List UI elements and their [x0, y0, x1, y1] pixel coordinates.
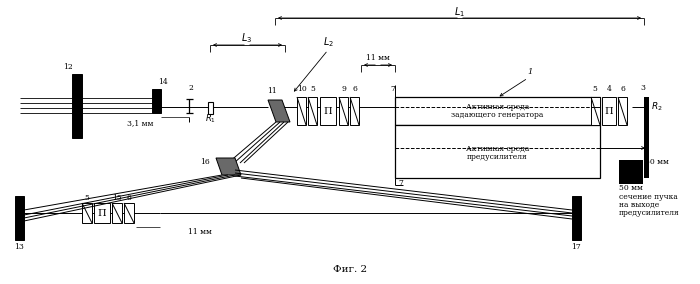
Text: 11 мм: 11 мм — [366, 54, 390, 62]
Text: $R_2$: $R_2$ — [651, 101, 663, 113]
Bar — [297, 97, 306, 125]
Polygon shape — [152, 89, 161, 113]
Bar — [644, 97, 649, 178]
Text: 4: 4 — [607, 85, 611, 93]
Text: 5: 5 — [311, 85, 316, 93]
Text: 2: 2 — [188, 84, 193, 92]
Text: задающего генератора: задающего генератора — [452, 111, 544, 119]
Bar — [395, 125, 600, 178]
Text: сечение пучка: сечение пучка — [619, 193, 678, 201]
Text: 11 мм: 11 мм — [188, 228, 212, 236]
Text: 3: 3 — [640, 84, 645, 92]
Text: 10: 10 — [297, 85, 307, 93]
Text: 50 мм: 50 мм — [645, 158, 669, 166]
Text: 11: 11 — [267, 87, 277, 95]
Text: 13: 13 — [14, 243, 24, 251]
Text: 16: 16 — [200, 158, 210, 166]
Bar — [618, 97, 627, 125]
Text: 50 мм: 50 мм — [619, 184, 643, 192]
Text: П: П — [98, 208, 106, 218]
Bar — [94, 203, 110, 223]
Text: 7: 7 — [398, 179, 403, 187]
Bar — [619, 160, 643, 184]
Text: предусилителя: предусилителя — [467, 153, 528, 160]
Bar — [112, 203, 122, 223]
Bar — [308, 97, 317, 125]
Text: 12: 12 — [63, 63, 73, 71]
Text: $R_1$: $R_1$ — [204, 113, 216, 125]
Bar — [320, 97, 336, 125]
Bar — [350, 97, 359, 125]
Text: 15: 15 — [112, 194, 122, 202]
Polygon shape — [216, 158, 241, 175]
Text: Активная среда: Активная среда — [466, 145, 529, 153]
Bar — [82, 203, 92, 223]
Text: 17: 17 — [571, 243, 581, 251]
Text: 5: 5 — [85, 194, 90, 202]
Text: 3,1 мм: 3,1 мм — [127, 119, 153, 127]
Text: $L_2$: $L_2$ — [323, 35, 333, 49]
Text: 5: 5 — [593, 85, 597, 93]
Text: предусилителя: предусилителя — [619, 209, 680, 217]
Text: на выходе: на выходе — [619, 201, 659, 209]
Bar — [602, 97, 616, 125]
Text: Активная среда: Активная среда — [466, 103, 529, 111]
Text: 6: 6 — [127, 194, 132, 202]
Text: Фиг. 2: Фиг. 2 — [333, 266, 367, 275]
Text: $L_3$: $L_3$ — [241, 31, 253, 45]
Text: 9: 9 — [342, 85, 346, 93]
Bar — [591, 97, 600, 125]
Text: 6: 6 — [353, 85, 358, 93]
Polygon shape — [268, 100, 290, 122]
Polygon shape — [15, 196, 24, 240]
Polygon shape — [72, 74, 82, 138]
Text: 14: 14 — [158, 78, 168, 86]
Text: $L_1$: $L_1$ — [454, 5, 466, 19]
Text: П: П — [323, 106, 332, 116]
Text: 6: 6 — [621, 85, 625, 93]
Bar — [395, 97, 600, 125]
Text: 7: 7 — [391, 85, 395, 93]
Bar — [208, 102, 213, 114]
Text: 1: 1 — [527, 68, 533, 76]
Bar — [124, 203, 134, 223]
Bar — [339, 97, 348, 125]
Text: П: П — [605, 106, 613, 116]
Polygon shape — [572, 196, 581, 240]
